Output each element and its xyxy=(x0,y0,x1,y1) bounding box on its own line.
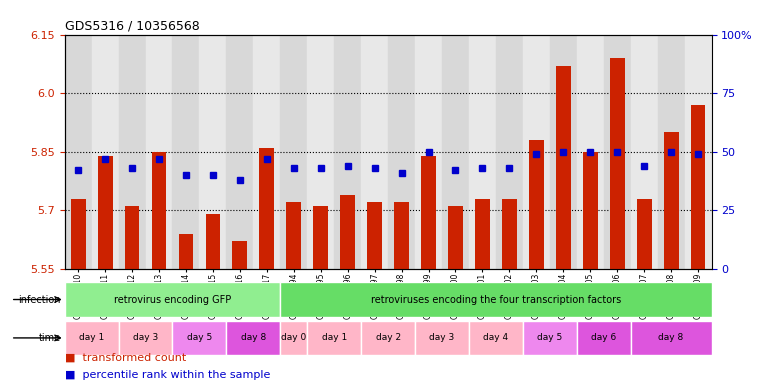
Bar xyxy=(173,35,199,269)
Bar xyxy=(65,35,91,269)
Text: day 1: day 1 xyxy=(322,333,347,343)
Bar xyxy=(442,35,469,269)
Bar xyxy=(577,321,631,355)
Bar xyxy=(664,132,679,269)
Bar xyxy=(469,35,496,269)
Bar xyxy=(65,321,119,355)
Text: retrovirus encoding GFP: retrovirus encoding GFP xyxy=(114,295,231,305)
Bar xyxy=(368,202,382,269)
Bar xyxy=(91,35,119,269)
Bar xyxy=(603,35,631,269)
Bar xyxy=(260,148,274,269)
Text: retroviruses encoding the four transcription factors: retroviruses encoding the four transcrip… xyxy=(371,295,621,305)
Text: day 5: day 5 xyxy=(537,333,562,343)
Text: day 3: day 3 xyxy=(429,333,454,343)
Bar xyxy=(280,321,307,355)
Bar xyxy=(388,35,415,269)
Bar xyxy=(469,321,523,355)
Bar xyxy=(307,35,334,269)
Text: day 8: day 8 xyxy=(240,333,266,343)
Bar xyxy=(97,156,113,269)
Bar xyxy=(631,35,658,269)
Bar xyxy=(119,35,145,269)
Bar xyxy=(361,321,415,355)
Bar xyxy=(502,199,517,269)
Text: ■  percentile rank within the sample: ■ percentile rank within the sample xyxy=(65,370,270,380)
Bar xyxy=(199,35,227,269)
Bar xyxy=(685,35,712,269)
Bar xyxy=(556,66,571,269)
Bar xyxy=(151,152,167,269)
Bar xyxy=(658,35,685,269)
Bar xyxy=(394,202,409,269)
Text: day 4: day 4 xyxy=(483,333,508,343)
Bar xyxy=(227,321,280,355)
Bar xyxy=(280,35,307,269)
Bar xyxy=(334,35,361,269)
Text: day 3: day 3 xyxy=(133,333,158,343)
Bar xyxy=(631,321,712,355)
Bar xyxy=(65,282,280,317)
Bar xyxy=(550,35,577,269)
Text: infection: infection xyxy=(18,295,61,305)
Text: GDS5316 / 10356568: GDS5316 / 10356568 xyxy=(65,19,199,32)
Text: day 6: day 6 xyxy=(591,333,616,343)
Bar xyxy=(583,152,597,269)
Bar xyxy=(227,35,253,269)
Bar xyxy=(361,35,388,269)
Bar xyxy=(523,35,550,269)
Bar xyxy=(421,156,436,269)
Bar xyxy=(610,58,625,269)
Bar xyxy=(307,321,361,355)
Bar xyxy=(119,321,173,355)
Text: time: time xyxy=(39,333,61,343)
Bar xyxy=(125,206,139,269)
Bar xyxy=(232,242,247,269)
Bar xyxy=(415,35,442,269)
Bar xyxy=(179,233,193,269)
Bar xyxy=(314,206,328,269)
Bar xyxy=(691,105,705,269)
Text: day 5: day 5 xyxy=(186,333,212,343)
Bar xyxy=(415,321,469,355)
Bar xyxy=(253,35,280,269)
Text: day 2: day 2 xyxy=(375,333,401,343)
Text: day 1: day 1 xyxy=(79,333,104,343)
Bar xyxy=(496,35,523,269)
Bar xyxy=(523,321,577,355)
Bar xyxy=(637,199,651,269)
Text: ■  transformed count: ■ transformed count xyxy=(65,353,186,363)
Bar xyxy=(529,140,544,269)
Bar xyxy=(280,282,712,317)
Bar xyxy=(145,35,173,269)
Bar xyxy=(448,206,463,269)
Bar xyxy=(205,214,221,269)
Bar xyxy=(286,202,301,269)
Text: day 0: day 0 xyxy=(281,333,307,343)
Text: day 8: day 8 xyxy=(658,333,683,343)
Bar xyxy=(71,199,85,269)
Bar xyxy=(475,199,490,269)
Bar xyxy=(340,195,355,269)
Bar xyxy=(577,35,603,269)
Bar xyxy=(173,321,227,355)
